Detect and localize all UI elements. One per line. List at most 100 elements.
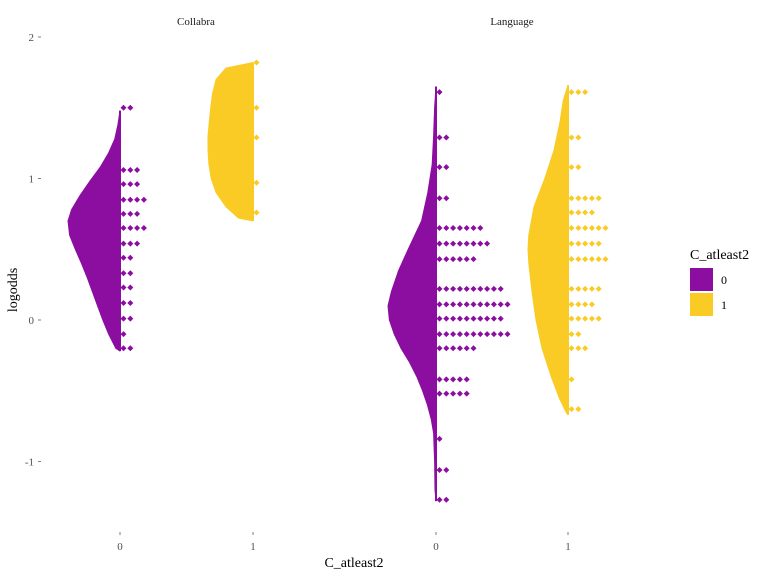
data-point [490, 301, 497, 308]
data-point [443, 256, 450, 263]
data-point [582, 301, 589, 308]
data-point [575, 256, 582, 263]
data-point [463, 240, 470, 247]
data-point [456, 256, 463, 263]
data-point [477, 285, 484, 292]
data-point [490, 315, 497, 322]
data-point [470, 285, 477, 292]
data-point [568, 285, 575, 292]
data-point [450, 285, 457, 292]
data-point [436, 390, 443, 397]
data-point [568, 376, 575, 383]
data-point [575, 331, 582, 338]
data-point [575, 285, 582, 292]
data-point [568, 134, 575, 141]
data-point [436, 256, 443, 263]
data-point [127, 167, 134, 174]
data-point [568, 315, 575, 322]
data-point [127, 196, 134, 203]
facet-title-language: Language [490, 16, 533, 28]
data-point [484, 285, 491, 292]
data-point [120, 254, 127, 261]
data-point [450, 225, 457, 232]
data-point [575, 134, 582, 141]
data-point [490, 331, 497, 338]
data-point [134, 181, 141, 188]
data-point [436, 315, 443, 322]
data-point [127, 240, 134, 247]
data-point [588, 315, 595, 322]
data-point [127, 104, 134, 111]
data-point [436, 301, 443, 308]
data-point [568, 345, 575, 352]
data-point [436, 435, 443, 442]
data-point [477, 331, 484, 338]
data-point [582, 256, 589, 263]
data-point [443, 301, 450, 308]
data-point [595, 256, 602, 263]
data-point [490, 285, 497, 292]
data-point [127, 315, 134, 322]
data-point [582, 89, 589, 96]
data-point [253, 134, 260, 141]
data-point [497, 285, 504, 292]
x-tick-label: 1 [565, 541, 571, 553]
data-point [120, 167, 127, 174]
data-point [120, 331, 127, 338]
data-point [127, 345, 134, 352]
density-shape [387, 86, 437, 502]
data-point [436, 240, 443, 247]
data-point [436, 195, 443, 202]
data-point [127, 181, 134, 188]
data-point [443, 164, 450, 171]
data-point [470, 315, 477, 322]
x-tick-label: 1 [250, 541, 256, 553]
data-point [450, 315, 457, 322]
data-point [582, 209, 589, 216]
data-point [120, 196, 127, 203]
data-point [456, 225, 463, 232]
facet-title-collabra: Collabra [177, 16, 215, 28]
data-point [463, 345, 470, 352]
data-point [443, 225, 450, 232]
data-point [470, 240, 477, 247]
data-point [463, 315, 470, 322]
data-point [134, 196, 141, 203]
data-point [443, 331, 450, 338]
data-point [120, 270, 127, 277]
data-point [568, 164, 575, 171]
density-shape [207, 62, 254, 222]
data-point [253, 104, 260, 111]
data-point [568, 240, 575, 247]
data-point [140, 196, 147, 203]
data-point [595, 285, 602, 292]
legend-label: 1 [721, 298, 727, 312]
data-point [436, 285, 443, 292]
data-point [477, 315, 484, 322]
data-point [127, 225, 134, 232]
data-point [568, 406, 575, 413]
data-point [443, 376, 450, 383]
data-point [575, 89, 582, 96]
y-tick-label: -1 [25, 457, 34, 469]
data-point [463, 376, 470, 383]
data-point [436, 466, 443, 473]
data-point [463, 331, 470, 338]
data-point [443, 466, 450, 473]
data-point [120, 284, 127, 291]
data-point [463, 225, 470, 232]
data-point [450, 345, 457, 352]
data-point [568, 256, 575, 263]
data-point [602, 256, 609, 263]
data-point [470, 301, 477, 308]
data-point [450, 390, 457, 397]
data-point [120, 345, 127, 352]
data-point [253, 209, 260, 216]
data-point [436, 225, 443, 232]
data-point [595, 240, 602, 247]
data-point [456, 315, 463, 322]
data-point [436, 134, 443, 141]
data-point [582, 315, 589, 322]
data-point [120, 210, 127, 217]
x-axis-title: C_atleast2 [324, 556, 383, 571]
